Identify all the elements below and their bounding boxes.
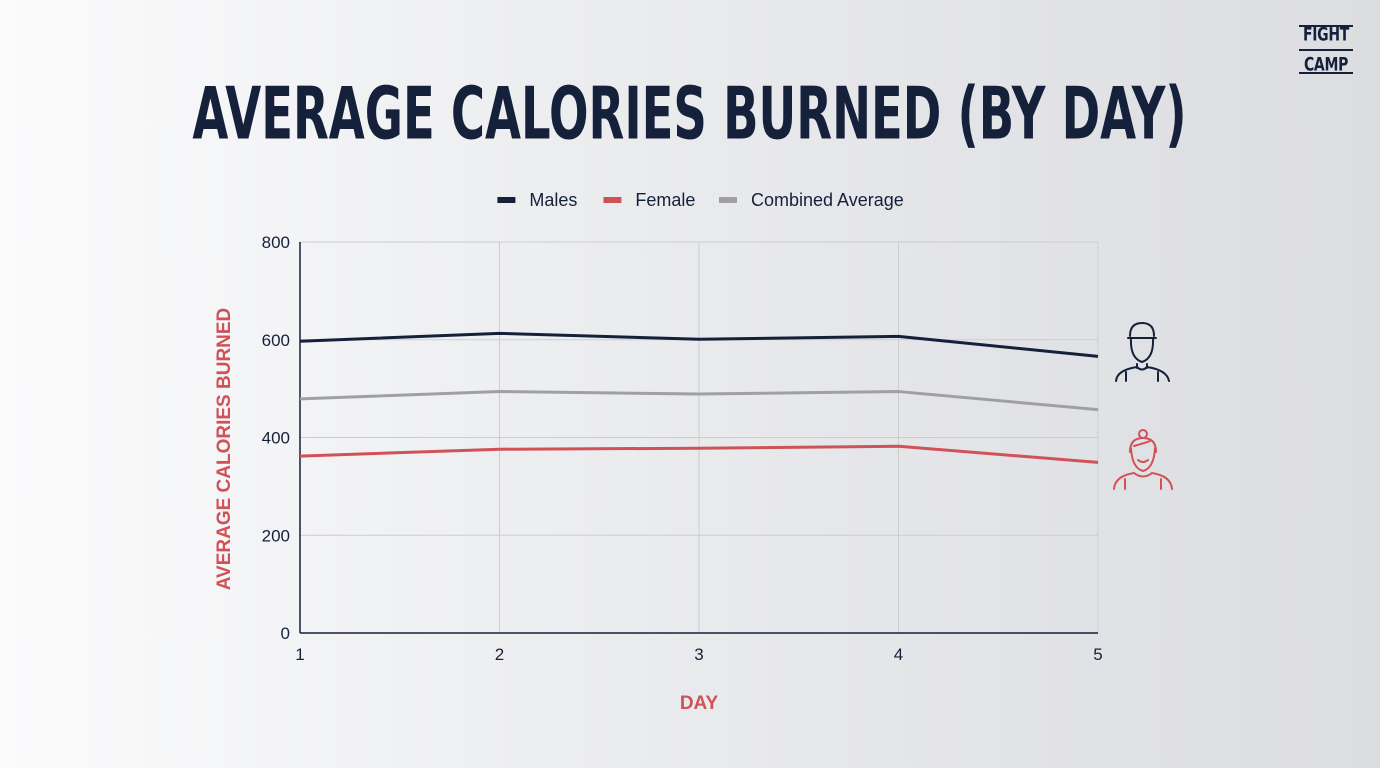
series-line-combined-average xyxy=(299,390,1099,412)
x-tick-label: 2 xyxy=(495,645,504,664)
logo-line-2: CAMP xyxy=(1303,53,1349,76)
y-tick-label: 400 xyxy=(262,429,290,448)
logo-line-1: FIGHT xyxy=(1302,23,1350,46)
legend-swatch xyxy=(719,197,737,203)
y-tick-label: 200 xyxy=(262,526,290,545)
series-line-female xyxy=(299,444,1099,464)
x-tick-label: 3 xyxy=(694,645,703,664)
y-tick-label: 600 xyxy=(262,331,290,350)
logo-divider xyxy=(1299,48,1353,51)
x-tick-label: 5 xyxy=(1093,645,1102,664)
female-avatar-icon xyxy=(1113,429,1173,490)
legend-swatch xyxy=(603,197,622,203)
legend-entry: Combined Average xyxy=(751,190,904,210)
series-line-males xyxy=(299,331,1099,358)
legend-entry: Female xyxy=(635,190,695,210)
x-tick-label: 1 xyxy=(295,645,304,664)
y-tick-label: 0 xyxy=(281,624,290,643)
fightcamp-logo: FIGHT CAMP xyxy=(1299,25,1353,74)
chart-title: AVERAGE CALORIES BURNED (BY DAY) xyxy=(192,72,1188,157)
legend-entry: Males xyxy=(529,190,577,210)
y-axis-label: AVERAGE CALORIES BURNED xyxy=(214,308,235,591)
legend-swatch xyxy=(497,197,516,203)
y-tick-label: 800 xyxy=(262,233,290,252)
x-tick-label: 4 xyxy=(894,645,903,664)
male-avatar-icon xyxy=(1115,321,1170,382)
x-axis-label: DAY xyxy=(680,693,719,714)
